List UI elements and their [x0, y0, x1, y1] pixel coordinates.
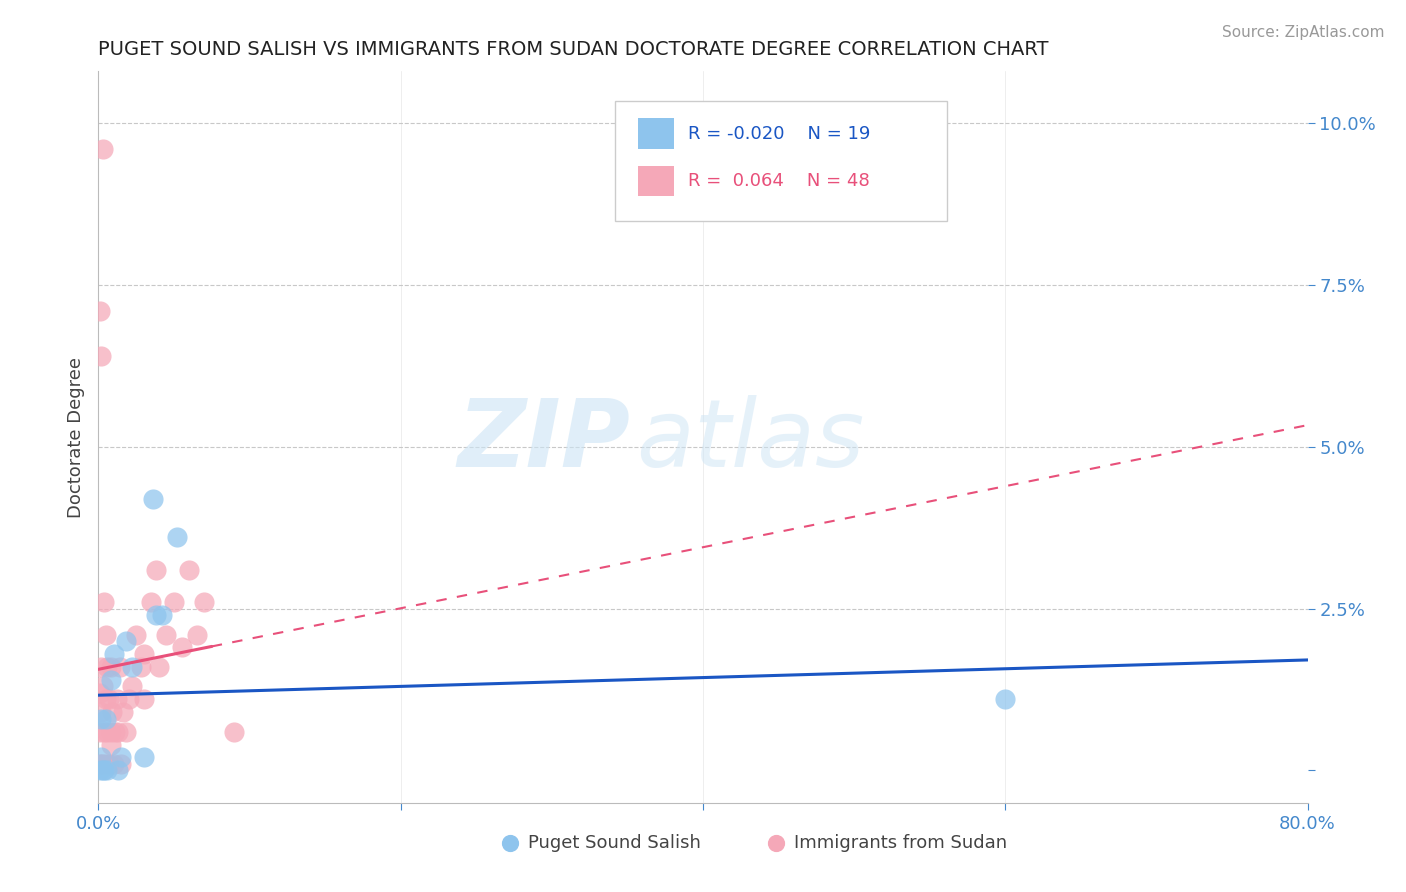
Text: Immigrants from Sudan: Immigrants from Sudan	[793, 834, 1007, 852]
Point	[89, 756, 111, 771]
Point	[93, 764, 115, 778]
Point	[91, 679, 114, 693]
Point	[90, 660, 112, 674]
Point	[186, 627, 208, 641]
Text: R = -0.020    N = 19: R = -0.020 N = 19	[689, 125, 870, 143]
Point	[121, 679, 143, 693]
FancyBboxPatch shape	[614, 101, 948, 221]
Point	[98, 756, 121, 771]
Point	[100, 738, 122, 752]
Point	[90, 756, 112, 771]
Text: R =  0.064    N = 48: R = 0.064 N = 48	[689, 172, 870, 190]
Point	[108, 660, 131, 674]
Point	[125, 627, 148, 641]
Point	[89, 724, 111, 739]
Point	[132, 750, 155, 764]
Point	[90, 349, 112, 363]
Point	[89, 303, 111, 318]
Text: atlas: atlas	[637, 395, 865, 486]
Point	[94, 756, 117, 771]
Point	[155, 627, 177, 641]
Point	[96, 660, 118, 674]
Point	[104, 724, 127, 739]
Text: PUGET SOUND SALISH VS IMMIGRANTS FROM SUDAN DOCTORATE DEGREE CORRELATION CHART: PUGET SOUND SALISH VS IMMIGRANTS FROM SU…	[98, 39, 1049, 59]
Bar	[638, 118, 673, 149]
Point	[132, 647, 155, 661]
Point	[142, 491, 165, 506]
Point	[150, 608, 173, 623]
Point	[96, 724, 118, 739]
Point	[224, 724, 246, 739]
Y-axis label: Doctorate Degree: Doctorate Degree	[66, 357, 84, 517]
Point	[101, 705, 124, 719]
Point	[118, 692, 141, 706]
Point	[148, 660, 170, 674]
Point	[89, 686, 111, 700]
Point	[94, 692, 117, 706]
Point	[90, 705, 112, 719]
Point	[163, 595, 186, 609]
Point	[93, 595, 115, 609]
Point	[89, 764, 111, 778]
Point	[100, 660, 122, 674]
Point	[114, 634, 136, 648]
Point	[170, 640, 193, 655]
Point	[100, 724, 122, 739]
Point	[91, 142, 114, 156]
Point	[141, 595, 163, 609]
Point	[166, 530, 188, 544]
Point	[105, 692, 128, 706]
Point	[100, 673, 122, 687]
Bar	[638, 166, 673, 196]
Point	[91, 764, 114, 778]
Point	[129, 660, 152, 674]
Point	[193, 595, 215, 609]
Point	[107, 764, 129, 778]
Point	[103, 756, 125, 771]
Text: Puget Sound Salish: Puget Sound Salish	[527, 834, 700, 852]
Point	[114, 724, 136, 739]
Point	[145, 563, 167, 577]
Point	[90, 750, 112, 764]
Point	[994, 692, 1017, 706]
Point	[91, 756, 114, 771]
Point	[96, 764, 118, 778]
Point	[121, 660, 143, 674]
Point	[93, 724, 115, 739]
Point	[179, 563, 201, 577]
Text: Source: ZipAtlas.com: Source: ZipAtlas.com	[1222, 25, 1385, 40]
Point	[107, 724, 129, 739]
Point	[110, 756, 132, 771]
Point	[94, 627, 117, 641]
Point	[110, 750, 132, 764]
Point	[145, 608, 167, 623]
Point	[90, 712, 112, 726]
Text: ZIP: ZIP	[457, 395, 630, 487]
Point	[132, 692, 155, 706]
Point	[111, 705, 134, 719]
Point	[98, 692, 121, 706]
Point	[103, 647, 125, 661]
Point	[94, 712, 117, 726]
